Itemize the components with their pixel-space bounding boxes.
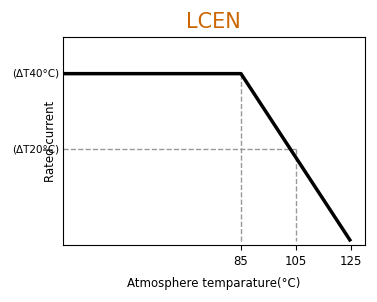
Y-axis label: Rated current: Rated current (44, 101, 57, 182)
Title: LCEN: LCEN (186, 12, 241, 33)
Text: (ΔT20°C): (ΔT20°C) (12, 144, 60, 154)
Text: (ΔT40°C): (ΔT40°C) (12, 69, 60, 79)
X-axis label: Atmosphere temparature(°C): Atmosphere temparature(°C) (127, 277, 300, 290)
